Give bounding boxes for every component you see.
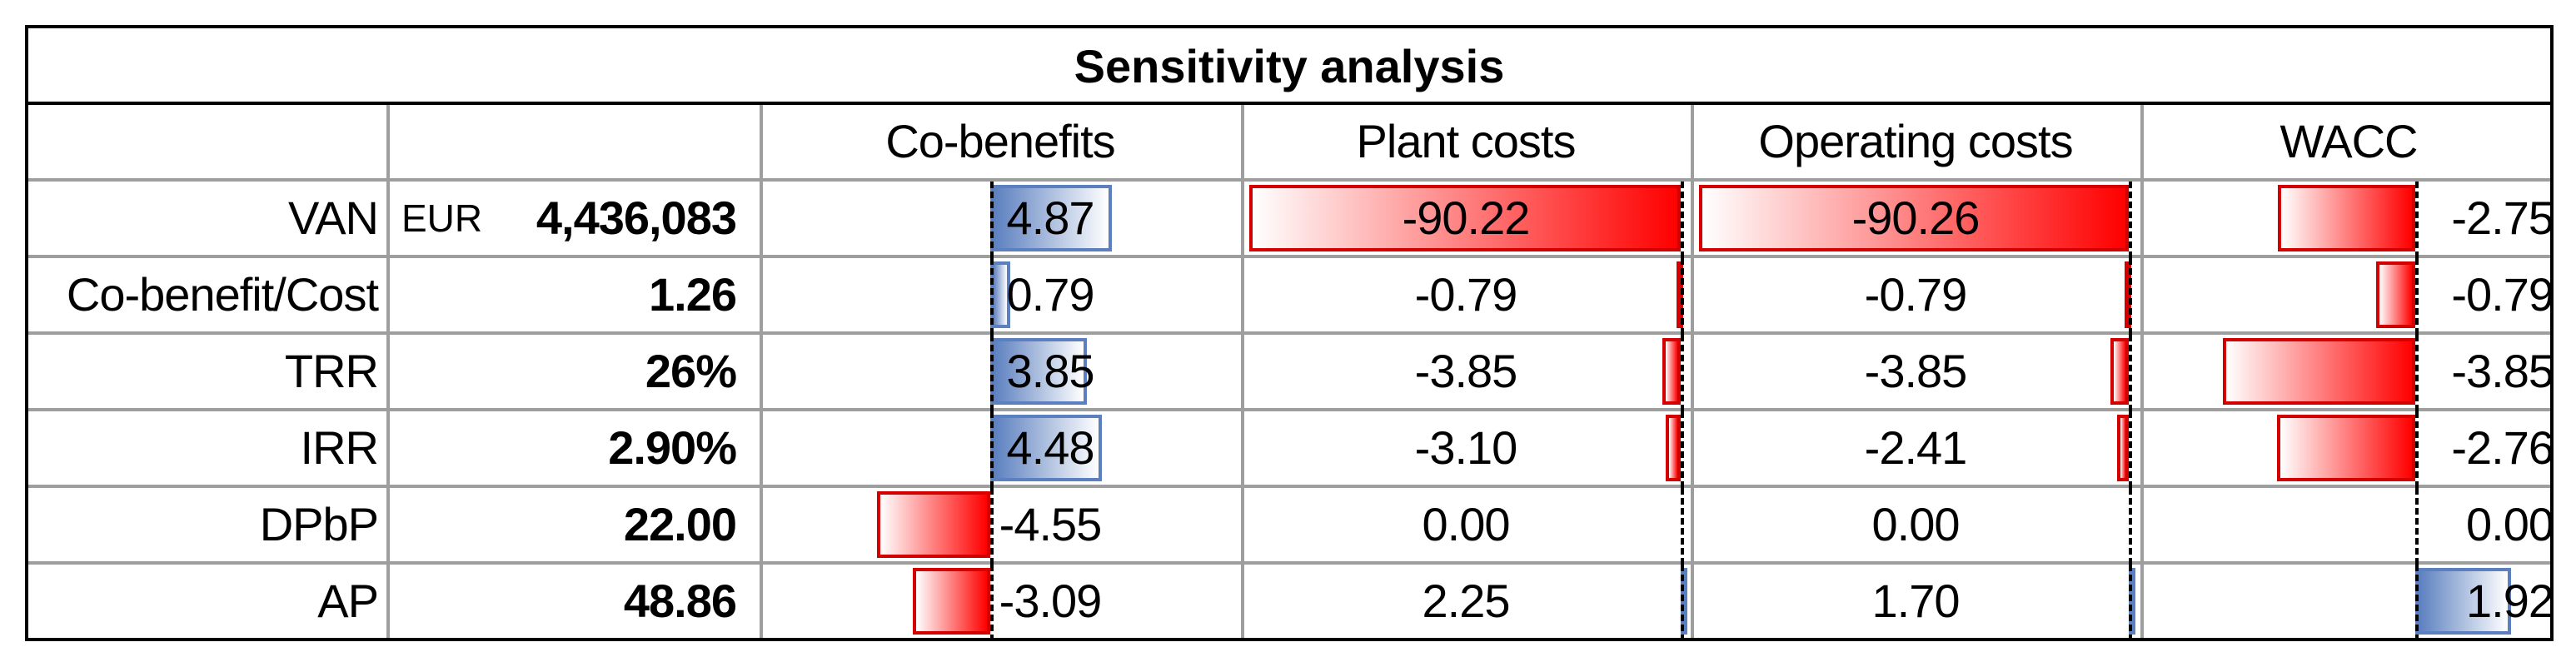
zero-axis [1681,258,1684,335]
sensitivity-value: -4.55 [999,498,1103,550]
sensitivity-value: -3.85 [2451,345,2554,397]
negative-bar [2223,338,2415,405]
zero-axis [1681,335,1684,411]
row-value: 1.26 [649,268,737,321]
zero-axis [2415,182,2419,258]
zero-axis [2129,565,2132,641]
zero-axis [2129,258,2132,335]
sensitivity-value: -0.79 [2451,268,2554,321]
zero-axis [1681,182,1684,258]
sensitivity-value: -2.76 [2451,421,2554,474]
zero-axis [2415,411,2419,488]
row-label: IRR [300,421,379,474]
zero-axis [990,182,994,258]
negative-bar [913,568,990,635]
zero-axis [2129,411,2132,488]
header-co-benefits: Co-benefits [885,115,1115,167]
zero-axis [1681,411,1684,488]
row-value: 2.90% [608,421,737,474]
sensitivity-value: -2.75 [2451,192,2554,244]
sensitivity-value: 0.00 [2466,498,2554,550]
sensitivity-value: -0.79 [1864,268,1968,321]
sensitivity-value: 4.87 [1006,192,1095,244]
row-value: 22.00 [623,498,737,550]
row-label: DPbP [259,498,379,550]
zero-axis [1681,488,1684,565]
row-label: TRR [284,345,379,397]
zero-axis [1681,565,1684,641]
zero-axis [990,258,994,335]
column-divider [2140,105,2144,638]
row-divider [28,255,2550,258]
sensitivity-value: 0.00 [1422,498,1511,550]
zero-axis [2415,335,2419,411]
column-divider [760,105,763,638]
negative-bar [2110,338,2129,405]
zero-axis [990,335,994,411]
currency-label: EUR [401,197,483,240]
sensitivity-value: -3.85 [1414,345,1518,397]
header-plant-costs: Plant costs [1356,115,1577,167]
row-divider [28,178,2550,182]
sensitivity-value: 2.25 [1422,575,1511,627]
header-wacc: WACC [2280,115,2418,167]
positive-bar [2415,568,2512,635]
column-divider [386,105,390,638]
zero-axis [2415,258,2419,335]
negative-bar [2117,415,2129,481]
header-operating-costs: Operating costs [1758,115,2073,167]
sensitivity-table: Sensitivity analysis Co-benefits Plant c… [25,25,2554,641]
positive-bar [990,338,1087,405]
sensitivity-value: 1.70 [1871,575,1961,627]
row-divider [28,408,2550,411]
negative-bar [876,491,990,558]
row-label: Co-benefit/Cost [66,268,379,321]
negative-bar [2277,415,2415,481]
sensitivity-value: -0.79 [1414,268,1518,321]
zero-axis [2415,565,2419,641]
row-label: VAN [288,192,379,244]
column-divider [1241,105,1244,638]
zero-axis [990,411,994,488]
zero-axis [2415,488,2419,565]
negative-bar [1666,415,1681,481]
row-value: 4,436,083 [536,192,737,244]
zero-axis [2129,335,2132,411]
zero-axis [990,488,994,565]
negative-bar [2278,185,2415,251]
zero-axis [2129,182,2132,258]
sensitivity-value: 1.92 [2466,575,2554,627]
sensitivity-value: -90.26 [1851,192,1981,244]
sensitivity-value: -3.85 [1864,345,1968,397]
row-value: 26% [645,345,737,397]
sensitivity-value: -2.41 [1864,421,1968,474]
positive-bar [990,185,1113,251]
sensitivity-value: 0.79 [1006,268,1095,321]
negative-bar [1662,338,1681,405]
row-divider [28,331,2550,335]
sensitivity-value: -90.22 [1402,192,1531,244]
zero-axis [2129,488,2132,565]
title-divider [28,102,2550,105]
row-divider [28,561,2550,565]
sensitivity-value: -3.09 [999,575,1103,627]
sensitivity-value: 4.48 [1006,421,1095,474]
negative-bar [1249,185,1681,251]
negative-bar [1699,185,2129,251]
negative-bar [2375,261,2415,328]
sensitivity-value: -3.10 [1414,421,1518,474]
row-value: 48.86 [623,575,737,627]
sensitivity-value: 0.00 [1871,498,1961,550]
row-divider [28,485,2550,488]
row-label: AP [317,575,379,627]
column-divider [1691,105,1694,638]
table-title: Sensitivity analysis [1074,40,1505,92]
zero-axis [990,565,994,641]
sensitivity-value: 3.85 [1006,345,1095,397]
